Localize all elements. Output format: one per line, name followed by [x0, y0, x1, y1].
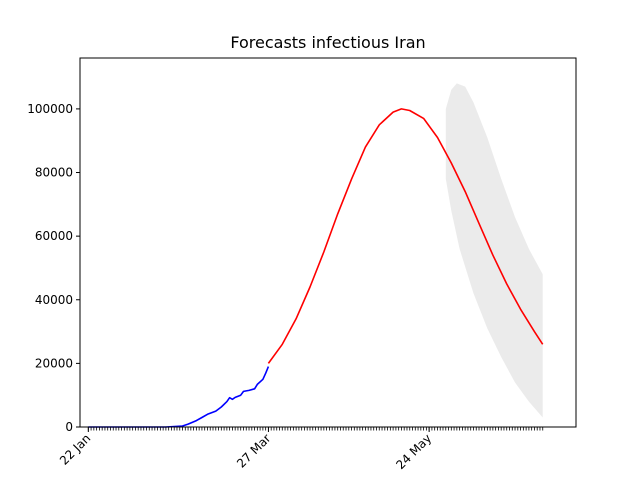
observed-series-line [88, 366, 270, 428]
confidence-band-layer [445, 83, 543, 418]
y-tick-label: 100000 [27, 102, 73, 116]
y-tick-label: 80000 [35, 166, 73, 180]
x-tick-label: 27 Mar [234, 431, 273, 470]
forecast-series-line [267, 108, 544, 364]
forecast-interval-band [445, 83, 543, 418]
y-tick-label: 40000 [35, 293, 73, 307]
x-tick-label: 24 May [393, 431, 434, 472]
y-tick-label: 0 [65, 420, 73, 434]
series-layer [88, 108, 544, 428]
y-tick-label: 20000 [35, 356, 73, 370]
y-tick-label: 60000 [35, 229, 73, 243]
chart-title: Forecasts infectious Iran [230, 33, 425, 52]
plot-frame [79, 57, 577, 428]
x-tick-label: 22 Jan [57, 431, 93, 467]
ticks-layer: 0 20000 40000 60000 80000 100000 22 Jan 27 Mar 2… [27, 102, 544, 472]
